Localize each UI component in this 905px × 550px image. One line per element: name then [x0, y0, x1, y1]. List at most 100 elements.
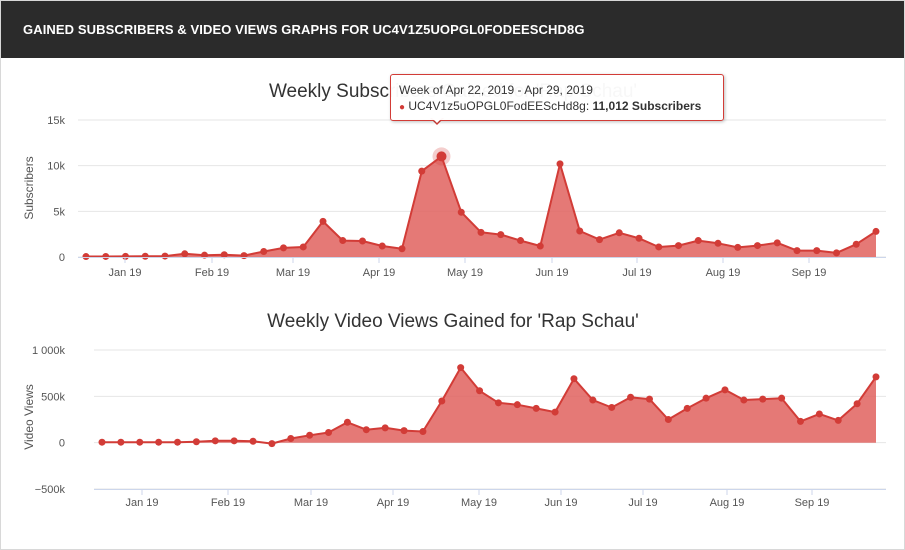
- data-point[interactable]: [872, 227, 880, 235]
- data-point[interactable]: [576, 227, 584, 235]
- x-tick-label: Aug 19: [710, 497, 745, 509]
- data-point[interactable]: [635, 234, 643, 242]
- tooltip-value: 11,012 Subscribers: [592, 99, 702, 113]
- data-point[interactable]: [141, 252, 149, 260]
- data-point[interactable]: [645, 395, 653, 403]
- data-point[interactable]: [494, 399, 502, 407]
- data-point[interactable]: [339, 237, 347, 245]
- data-point[interactable]: [589, 396, 597, 404]
- data-point[interactable]: [852, 240, 860, 248]
- data-point[interactable]: [457, 364, 465, 372]
- data-point[interactable]: [359, 237, 366, 245]
- x-tick-label: Mar 19: [294, 497, 328, 509]
- data-point[interactable]: [596, 236, 603, 244]
- data-point[interactable]: [675, 242, 682, 250]
- data-point[interactable]: [102, 252, 110, 260]
- data-point[interactable]: [201, 251, 208, 259]
- data-point[interactable]: [536, 242, 544, 250]
- data-point[interactable]: [378, 242, 386, 250]
- data-point[interactable]: [436, 151, 447, 162]
- data-point[interactable]: [517, 237, 524, 245]
- data-point[interactable]: [754, 242, 761, 250]
- data-point[interactable]: [683, 404, 691, 412]
- data-point[interactable]: [438, 397, 446, 405]
- data-point[interactable]: [82, 253, 90, 261]
- data-point[interactable]: [362, 426, 370, 434]
- panel-title: GAINED SUBSCRIBERS & VIDEO VIEWS GRAPHS …: [23, 22, 585, 37]
- data-point[interactable]: [694, 237, 702, 245]
- data-point[interactable]: [98, 438, 106, 446]
- data-point[interactable]: [287, 434, 295, 442]
- x-tick-label: May 19: [447, 267, 483, 279]
- data-point[interactable]: [418, 167, 426, 175]
- data-point[interactable]: [721, 386, 729, 394]
- charts-canvas: Weekly Subscribers Gained for 'Rap Schau…: [22, 81, 886, 509]
- data-point[interactable]: [161, 252, 169, 260]
- tooltip-week: Week of Apr 22, 2019 - Apr 29, 2019: [399, 83, 593, 97]
- data-point[interactable]: [834, 416, 842, 424]
- data-point[interactable]: [734, 243, 742, 251]
- data-point[interactable]: [249, 437, 257, 445]
- y-tick-label: 500k: [41, 391, 65, 403]
- x-tick-label: Jul 19: [628, 497, 657, 509]
- data-point[interactable]: [796, 417, 804, 425]
- data-point[interactable]: [551, 408, 559, 416]
- data-point[interactable]: [306, 431, 314, 439]
- x-tick-label: Jul 19: [622, 267, 651, 279]
- data-point[interactable]: [853, 400, 861, 408]
- data-point[interactable]: [476, 387, 484, 395]
- data-point[interactable]: [381, 424, 389, 432]
- data-point[interactable]: [497, 231, 505, 239]
- data-point[interactable]: [457, 208, 465, 216]
- data-point[interactable]: [655, 243, 663, 251]
- data-point[interactable]: [325, 428, 333, 436]
- data-point[interactable]: [220, 251, 228, 259]
- data-point[interactable]: [477, 228, 485, 236]
- views-chart-title: Weekly Video Views Gained for 'Rap Schau…: [267, 311, 639, 332]
- x-tick-label: Jan 19: [108, 267, 141, 279]
- data-point[interactable]: [872, 373, 880, 381]
- data-point[interactable]: [419, 428, 427, 436]
- subscribers-y-axis-label: Subscribers: [22, 156, 36, 219]
- data-point[interactable]: [319, 217, 327, 225]
- data-point[interactable]: [815, 410, 823, 418]
- data-point[interactable]: [513, 401, 521, 409]
- data-point[interactable]: [240, 252, 248, 260]
- series-dot-icon: ●: [399, 102, 406, 113]
- data-point[interactable]: [136, 438, 144, 446]
- data-point[interactable]: [280, 244, 287, 252]
- data-point[interactable]: [400, 427, 408, 435]
- x-tick-label: Feb 19: [195, 267, 229, 279]
- data-point[interactable]: [532, 404, 540, 412]
- data-point[interactable]: [664, 416, 672, 423]
- data-point[interactable]: [608, 403, 616, 411]
- data-point[interactable]: [299, 243, 307, 251]
- data-point[interactable]: [343, 418, 351, 426]
- data-point[interactable]: [181, 250, 189, 258]
- data-point[interactable]: [122, 252, 129, 260]
- data-point[interactable]: [155, 438, 163, 446]
- data-point[interactable]: [260, 248, 268, 256]
- data-point[interactable]: [778, 394, 786, 402]
- data-point[interactable]: [714, 239, 722, 247]
- data-point[interactable]: [813, 247, 821, 255]
- data-point[interactable]: [398, 245, 406, 253]
- data-point[interactable]: [759, 395, 767, 403]
- x-tick-label: Jun 19: [544, 497, 577, 509]
- data-point[interactable]: [627, 393, 635, 401]
- data-point[interactable]: [615, 229, 623, 237]
- data-point[interactable]: [211, 437, 219, 445]
- data-point[interactable]: [192, 438, 200, 446]
- data-point[interactable]: [702, 394, 710, 402]
- data-point[interactable]: [268, 440, 276, 448]
- data-point[interactable]: [773, 239, 781, 247]
- series-area: [86, 156, 876, 257]
- data-point[interactable]: [230, 437, 238, 445]
- data-point[interactable]: [570, 375, 578, 383]
- data-point[interactable]: [740, 396, 748, 404]
- data-point[interactable]: [117, 438, 125, 446]
- data-point[interactable]: [174, 438, 182, 446]
- data-point[interactable]: [556, 160, 564, 168]
- data-point[interactable]: [833, 249, 840, 257]
- data-point[interactable]: [793, 247, 801, 255]
